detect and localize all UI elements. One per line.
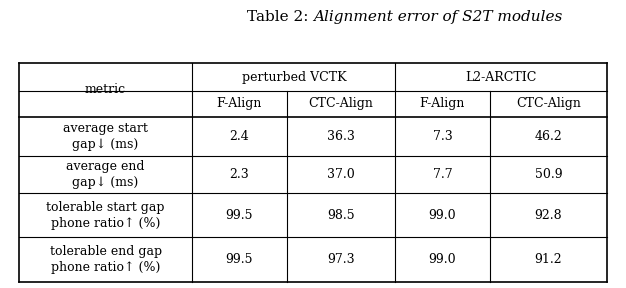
Text: 7.3: 7.3 — [433, 130, 453, 143]
Text: Table 2:: Table 2: — [247, 10, 313, 24]
Text: 97.3: 97.3 — [327, 253, 355, 266]
Text: tolerable start gap
phone ratio↑ (%): tolerable start gap phone ratio↑ (%) — [46, 201, 165, 230]
Text: L2-ARCTIC: L2-ARCTIC — [466, 71, 537, 84]
Text: 91.2: 91.2 — [535, 253, 562, 266]
Text: 92.8: 92.8 — [535, 209, 562, 222]
Text: 2.3: 2.3 — [230, 168, 249, 181]
Text: 37.0: 37.0 — [327, 168, 355, 181]
Text: perturbed VCTK: perturbed VCTK — [242, 71, 346, 84]
Text: CTC-Align: CTC-Align — [516, 97, 581, 110]
Text: 99.0: 99.0 — [429, 253, 456, 266]
Text: metric: metric — [85, 84, 126, 96]
Text: 99.0: 99.0 — [429, 209, 456, 222]
Text: average end
gap↓ (ms): average end gap↓ (ms) — [66, 160, 145, 189]
Text: tolerable end gap
phone ratio↑ (%): tolerable end gap phone ratio↑ (%) — [49, 245, 162, 274]
Text: 99.5: 99.5 — [226, 253, 253, 266]
Text: 46.2: 46.2 — [535, 130, 562, 143]
Text: 99.5: 99.5 — [226, 209, 253, 222]
Text: Alignment error of S2T modules: Alignment error of S2T modules — [313, 10, 562, 24]
Text: F-Align: F-Align — [420, 97, 465, 110]
Text: average start
gap↓ (ms): average start gap↓ (ms) — [63, 122, 148, 151]
Text: CTC-Align: CTC-Align — [309, 97, 373, 110]
Text: 50.9: 50.9 — [535, 168, 562, 181]
Text: F-Align: F-Align — [217, 97, 262, 110]
Text: 7.7: 7.7 — [433, 168, 452, 181]
Text: 36.3: 36.3 — [327, 130, 355, 143]
Text: 98.5: 98.5 — [327, 209, 355, 222]
Text: 2.4: 2.4 — [230, 130, 249, 143]
